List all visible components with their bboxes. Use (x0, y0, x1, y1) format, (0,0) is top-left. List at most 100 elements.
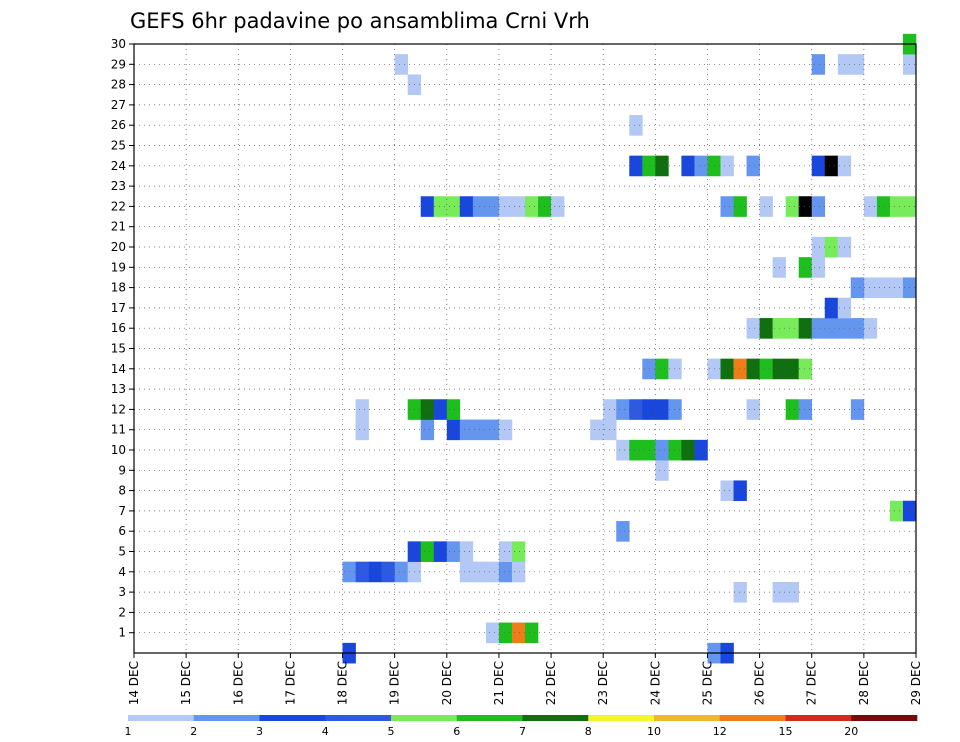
data-cell (759, 358, 773, 380)
data-cell (511, 196, 526, 217)
y-tick-label: 12 (111, 402, 126, 416)
data-cell (850, 54, 865, 75)
data-cell (511, 541, 526, 562)
y-tick-label: 23 (111, 179, 126, 193)
colorbar: 1 2 3 4 5 6 7 8 10 12 15 20 (125, 715, 918, 738)
y-tick-label: 8 (118, 484, 126, 498)
data-cell (720, 358, 734, 380)
y-tick-label: 9 (118, 463, 126, 477)
y-tick-label: 25 (111, 139, 126, 153)
data-cell (824, 236, 839, 258)
data-cell (485, 622, 500, 644)
y-tick-label: 29 (111, 57, 126, 71)
x-tick-label: 21 DEC (492, 661, 506, 705)
y-tick-label: 18 (111, 281, 126, 295)
data-cell (759, 196, 773, 217)
data-cell (720, 196, 734, 217)
colorbar-label: 5 (388, 725, 395, 738)
colorbar-swatch (785, 715, 852, 721)
data-cell (785, 581, 799, 603)
x-tick-label: 25 DEC (700, 661, 714, 705)
data-cell (616, 399, 630, 420)
data-cell (889, 196, 904, 217)
colorbar-label: 12 (713, 725, 727, 738)
data-cell (811, 318, 826, 339)
y-tick-label: 19 (111, 260, 126, 274)
data-cell (642, 399, 656, 420)
data-cell (629, 399, 643, 420)
colorbar-swatch (259, 715, 326, 721)
data-cell (720, 155, 734, 177)
data-cell (394, 561, 408, 583)
data-cell (733, 581, 747, 603)
data-cell (498, 561, 513, 583)
data-cell (433, 541, 448, 562)
data-cell (733, 358, 747, 380)
colorbar-swatch (851, 715, 918, 721)
colorbar-label: 20 (844, 725, 858, 738)
data-cell (850, 399, 865, 420)
data-cell (746, 358, 760, 380)
colorbar-swatch (325, 715, 392, 721)
data-cell (433, 196, 448, 217)
data-cell (668, 358, 682, 380)
y-tick-label: 22 (111, 199, 126, 213)
y-tick-label: 5 (118, 545, 126, 559)
colorbar-label: 6 (453, 725, 460, 738)
data-cell (446, 541, 461, 562)
data-cell (616, 439, 630, 461)
data-cell (720, 480, 734, 502)
x-tick-label: 18 DEC (336, 661, 350, 705)
data-cell (485, 196, 500, 217)
x-tick-label: 16 DEC (231, 661, 245, 705)
data-cell (525, 622, 539, 644)
data-cell (629, 439, 643, 461)
colorbar-label: 2 (190, 725, 197, 738)
colorbar-label: 8 (585, 725, 592, 738)
data-cell (498, 196, 513, 217)
data-cell (863, 318, 878, 339)
data-cell (785, 196, 799, 217)
data-cell (511, 622, 526, 644)
data-cell (850, 277, 865, 299)
data-cell (876, 196, 891, 217)
data-cell (459, 419, 474, 441)
x-tick-label: 28 DEC (857, 661, 871, 705)
y-tick-label: 6 (118, 524, 126, 538)
x-tick-label: 17 DEC (283, 661, 297, 705)
y-tick-label: 4 (118, 565, 126, 579)
colorbar-swatch (719, 715, 786, 721)
x-tick-label: 27 DEC (805, 661, 819, 705)
data-cell (811, 155, 826, 177)
data-cell (733, 196, 747, 217)
y-tick-label: 24 (111, 159, 126, 173)
x-tick-label: 22 DEC (544, 661, 558, 705)
data-cell (798, 257, 813, 278)
colorbar-label: 7 (519, 725, 526, 738)
x-tick-label: 26 DEC (753, 661, 767, 705)
data-cell (668, 399, 682, 420)
data-cell (811, 257, 826, 278)
colorbar-swatch (522, 715, 589, 721)
data-cell (355, 419, 369, 441)
data-cell (824, 155, 839, 177)
data-cell (446, 196, 461, 217)
data-cell (798, 358, 813, 380)
data-cell (785, 318, 799, 339)
y-tick-label: 30 (111, 37, 126, 51)
data-cell (668, 439, 682, 461)
x-tick-label: 14 DEC (127, 661, 141, 705)
colorbar-swatch (588, 715, 655, 721)
colorbar-label: 10 (647, 725, 661, 738)
data-cell (811, 236, 826, 258)
data-cell (681, 439, 695, 461)
y-tick-label: 7 (118, 504, 126, 518)
data-cell (694, 439, 708, 461)
data-cell (498, 419, 513, 441)
x-tick-label: 19 DEC (388, 661, 402, 705)
data-cell (446, 399, 461, 420)
data-cell (694, 155, 708, 177)
data-cell (655, 155, 669, 177)
data-cell (746, 155, 760, 177)
